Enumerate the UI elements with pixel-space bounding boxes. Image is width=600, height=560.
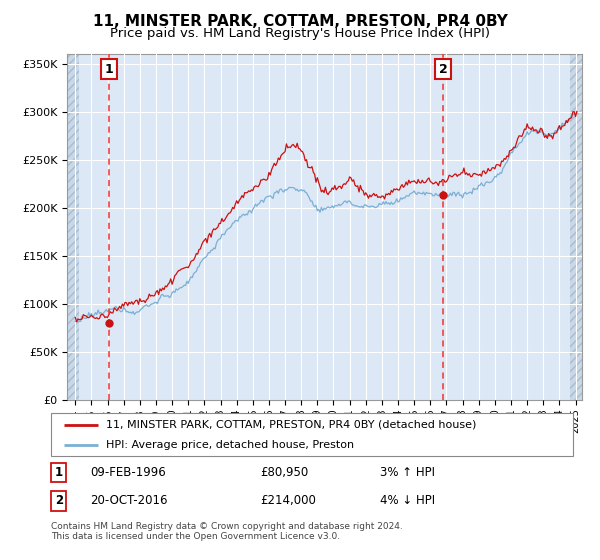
Text: 11, MINSTER PARK, COTTAM, PRESTON, PR4 0BY: 11, MINSTER PARK, COTTAM, PRESTON, PR4 0… — [92, 14, 508, 29]
Text: 11, MINSTER PARK, COTTAM, PRESTON, PR4 0BY (detached house): 11, MINSTER PARK, COTTAM, PRESTON, PR4 0… — [106, 420, 476, 430]
Text: Price paid vs. HM Land Registry's House Price Index (HPI): Price paid vs. HM Land Registry's House … — [110, 27, 490, 40]
Text: 2: 2 — [55, 494, 63, 507]
Text: 3% ↑ HPI: 3% ↑ HPI — [380, 466, 435, 479]
Bar — [67, 54, 79, 400]
Text: HPI: Average price, detached house, Preston: HPI: Average price, detached house, Pres… — [106, 440, 354, 450]
Text: Contains HM Land Registry data © Crown copyright and database right 2024.
This d: Contains HM Land Registry data © Crown c… — [51, 522, 403, 542]
FancyBboxPatch shape — [51, 413, 573, 456]
Bar — [570, 54, 584, 400]
Text: 09-FEB-1996: 09-FEB-1996 — [90, 466, 166, 479]
Text: £214,000: £214,000 — [260, 494, 316, 507]
Text: £80,950: £80,950 — [260, 466, 308, 479]
Text: 20-OCT-2016: 20-OCT-2016 — [90, 494, 167, 507]
Text: 1: 1 — [105, 63, 113, 76]
Text: 4% ↓ HPI: 4% ↓ HPI — [380, 494, 435, 507]
Text: 2: 2 — [439, 63, 448, 76]
Text: 1: 1 — [55, 466, 63, 479]
